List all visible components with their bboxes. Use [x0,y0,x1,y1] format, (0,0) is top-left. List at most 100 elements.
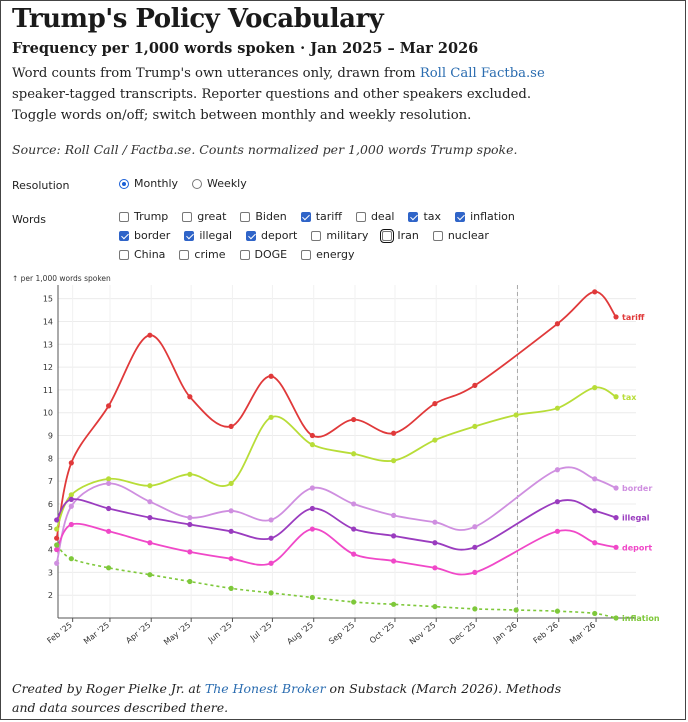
word-label: tax [423,210,442,223]
word-toggle-biden[interactable]: Biden [240,210,287,223]
data-point-border [54,560,60,566]
data-point-tariff [351,416,357,423]
resolution-options: Monthly Weekly [119,177,247,190]
data-point-tax [187,471,193,477]
checkbox-icon[interactable] [119,211,129,222]
x-tick-label: Dec '25 [448,620,478,646]
checkbox-icon[interactable] [355,211,366,222]
x-tick-label: Jul '25 [248,620,274,643]
checkbox-icon[interactable] [380,228,395,243]
data-point-border [391,512,397,518]
word-label: border [134,229,171,242]
checkbox-icon[interactable] [300,211,311,222]
word-toggle-deal[interactable]: deal [355,210,394,223]
checkbox-icon[interactable] [179,249,190,260]
checkbox-icon[interactable] [119,249,129,260]
data-point-tariff [228,423,234,430]
radio-button-icon[interactable] [192,178,203,189]
data-point-tax [513,412,519,418]
footer-text-2: on Substack (March 2026). Methods and da… [12,681,562,715]
data-point-illegal [54,517,60,523]
checkbox-icon[interactable] [301,249,312,260]
resolution-radio-weekly[interactable]: Weekly [192,177,247,190]
description: Word counts from Trump's own utterances … [12,63,552,126]
radio-label: Weekly [207,177,247,190]
data-point-deport [592,540,598,546]
checkbox-icon[interactable] [455,211,466,222]
word-label: DOGE [254,248,288,261]
description-text-2: speaker-tagged transcripts. Reporter que… [12,87,532,123]
checkbox-icon[interactable] [239,249,250,260]
data-point-inflation [309,594,315,601]
data-point-deport [228,556,234,562]
series-line-tax [55,386,617,530]
word-toggle-border[interactable]: border [119,229,170,242]
data-point-illegal [472,544,478,550]
data-point-tax [68,492,74,498]
word-toggle-iran[interactable]: Iran [380,228,419,243]
word-toggle-great[interactable]: great [182,210,226,223]
data-point-tariff [147,332,153,338]
data-point-tax [592,385,598,391]
checkbox-icon[interactable] [184,230,195,241]
word-toggle-tax[interactable]: tax [408,210,441,223]
data-point-deport [391,558,397,564]
checkbox-icon[interactable] [240,211,251,222]
y-tick-label: 8 [48,454,53,463]
word-toggle-china[interactable]: China [119,248,165,261]
x-tick-label: Jun '25 [206,620,234,645]
data-point-tax [106,476,112,482]
series-label-tariff: tariff [622,313,645,322]
factbase-link[interactable]: Roll Call Factba.se [419,66,545,81]
word-toggle-nuclear[interactable]: nuclear [432,229,489,242]
series-line-tariff [55,290,617,539]
data-point-tax [391,458,397,464]
word-toggle-inflation[interactable]: inflation [455,210,515,223]
honest-broker-link[interactable]: The Honest Broker [204,681,326,696]
y-tick-label: 3 [48,568,53,577]
data-point-tariff [106,403,112,409]
x-tick-label: Oct '25 [368,620,396,645]
y-tick-label: 2 [48,591,53,600]
series-label-illegal: illegal [622,514,650,523]
words-label: Words [12,213,47,226]
series-line-inflation [56,544,617,619]
radio-button-icon[interactable] [119,178,129,189]
data-point-illegal [228,528,234,534]
word-toggle-trump[interactable]: Trump [119,210,168,223]
word-toggle-military[interactable]: military [311,229,368,242]
data-point-inflation [147,572,153,578]
data-point-tariff [472,382,478,388]
word-toggle-tariff[interactable]: tariff [300,210,342,223]
word-toggle-deport[interactable]: deport [246,229,297,242]
data-point-tariff [613,314,619,320]
data-point-deport [187,549,193,555]
checkbox-icon[interactable] [119,230,129,241]
word-toggle-crime[interactable]: crime [179,248,226,261]
word-toggle-illegal[interactable]: illegal [184,229,232,242]
y-tick-label: 13 [43,340,53,349]
word-label: Iran [397,229,419,242]
word-toggle-energy[interactable]: energy [301,248,354,261]
checkbox-icon[interactable] [408,211,419,222]
data-point-border [554,467,561,473]
checkbox-icon[interactable] [432,230,443,241]
data-point-tax [147,483,153,489]
data-point-deport [147,540,153,546]
checkbox-icon[interactable] [182,211,193,222]
resolution-radio-monthly[interactable]: Monthly [119,177,178,190]
data-point-border [592,476,598,482]
data-point-border [351,501,357,507]
data-point-border [268,517,274,523]
checkbox-icon[interactable] [311,230,322,241]
data-point-tariff [391,430,397,436]
checkbox-icon[interactable] [246,230,257,241]
x-tick-label: Mar '26 [568,620,597,646]
data-point-illegal [147,515,153,521]
data-point-inflation [613,615,619,621]
word-toggles: Trump great Biden tariff deal tax inflation bor… [119,210,579,261]
word-toggle-doge[interactable]: DOGE [239,248,288,261]
series-label-deport: deport [622,543,652,552]
x-tick-label: Feb '25 [45,620,73,645]
